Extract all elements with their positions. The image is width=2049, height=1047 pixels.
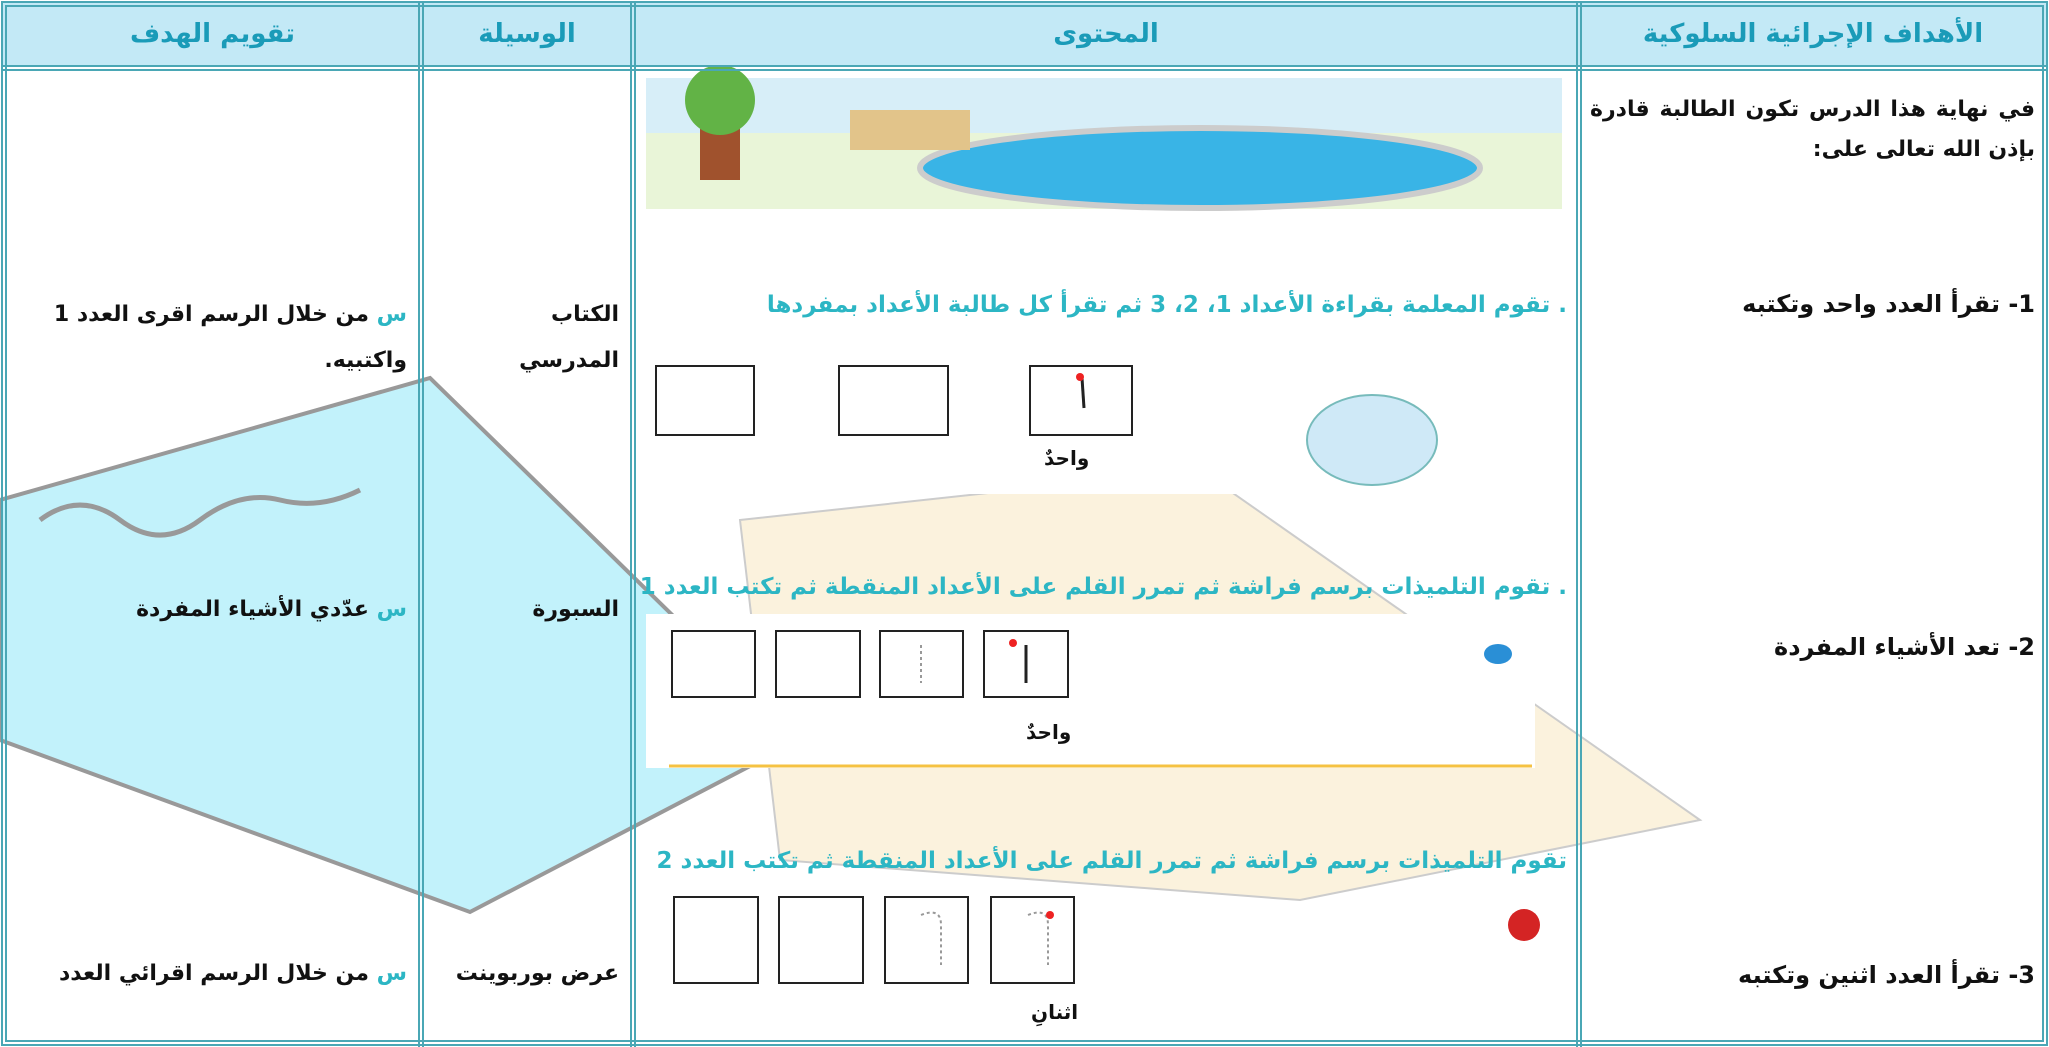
word-label: واحدٌ xyxy=(1026,720,1072,744)
objective: 3- تقرأ العدد اثنين وتكتبه xyxy=(1738,961,2035,989)
header-band xyxy=(2,2,2047,66)
number-badge xyxy=(1484,644,1512,664)
content-text: . تقوم التلميذات برسم فراشة ثم تمرر القل… xyxy=(639,574,1567,600)
start-dot xyxy=(1009,639,1017,647)
start-dot xyxy=(1046,911,1054,919)
digit-trace xyxy=(1080,377,1086,409)
word-label: اثنانِ xyxy=(1031,1000,1079,1024)
evaluation: س من خلال الرسم اقرائي العدد xyxy=(59,961,407,986)
evaluation: س عدّدي الأشياء المفردة xyxy=(136,597,407,622)
tool: عرض بوربوينت xyxy=(455,961,619,986)
question: من خلال الرسم اقرائي العدد xyxy=(58,961,369,986)
park-image xyxy=(646,65,1562,211)
apple xyxy=(1508,909,1540,941)
intro-text: في نهاية هذا الدرس تكون الطالبة قادرة بإ… xyxy=(1590,97,2035,162)
start-dot xyxy=(1076,373,1084,381)
write-boxes-1 xyxy=(655,365,1133,436)
evaluation: س من خلال الرسم اقرى العدد 1 واكتبيه. xyxy=(12,292,407,384)
content-text: . تقوم المعلمة بقراءة الأعداد 1، 2، 3 ثم… xyxy=(766,292,1567,318)
objective: 2- تعد الأشياء المفردة xyxy=(1774,633,2035,661)
fountain xyxy=(1306,394,1438,486)
worksheet-2 xyxy=(646,614,1535,768)
question-marker: س xyxy=(376,597,407,622)
tool: الكتاب المدرسي xyxy=(519,302,619,373)
objective: 1- تقرأ العدد واحد وتكتبه xyxy=(1742,290,2035,318)
header-cell: تقويم الهدف xyxy=(129,19,296,49)
header-cell: المحتوى xyxy=(1053,19,1159,49)
content-text: تقوم التلميذات برسم فراشة ثم تمرر القلم … xyxy=(656,848,1567,874)
write-boxes-3 xyxy=(673,896,1075,984)
tool: السبورة xyxy=(532,597,619,622)
header-cell: الأهداف الإجرائية السلوكية xyxy=(1642,19,1984,49)
header-cell: الوسيلة xyxy=(478,19,576,49)
word-label: واحدٌ xyxy=(1044,446,1090,470)
question-marker: س xyxy=(376,302,407,327)
question-marker: س xyxy=(376,961,407,986)
question: عدّدي الأشياء المفردة xyxy=(136,597,369,622)
write-boxes-2 xyxy=(671,630,1069,698)
notebook-scribble xyxy=(38,487,362,538)
question: من خلال الرسم اقرى العدد 1 واكتبيه. xyxy=(53,302,407,373)
